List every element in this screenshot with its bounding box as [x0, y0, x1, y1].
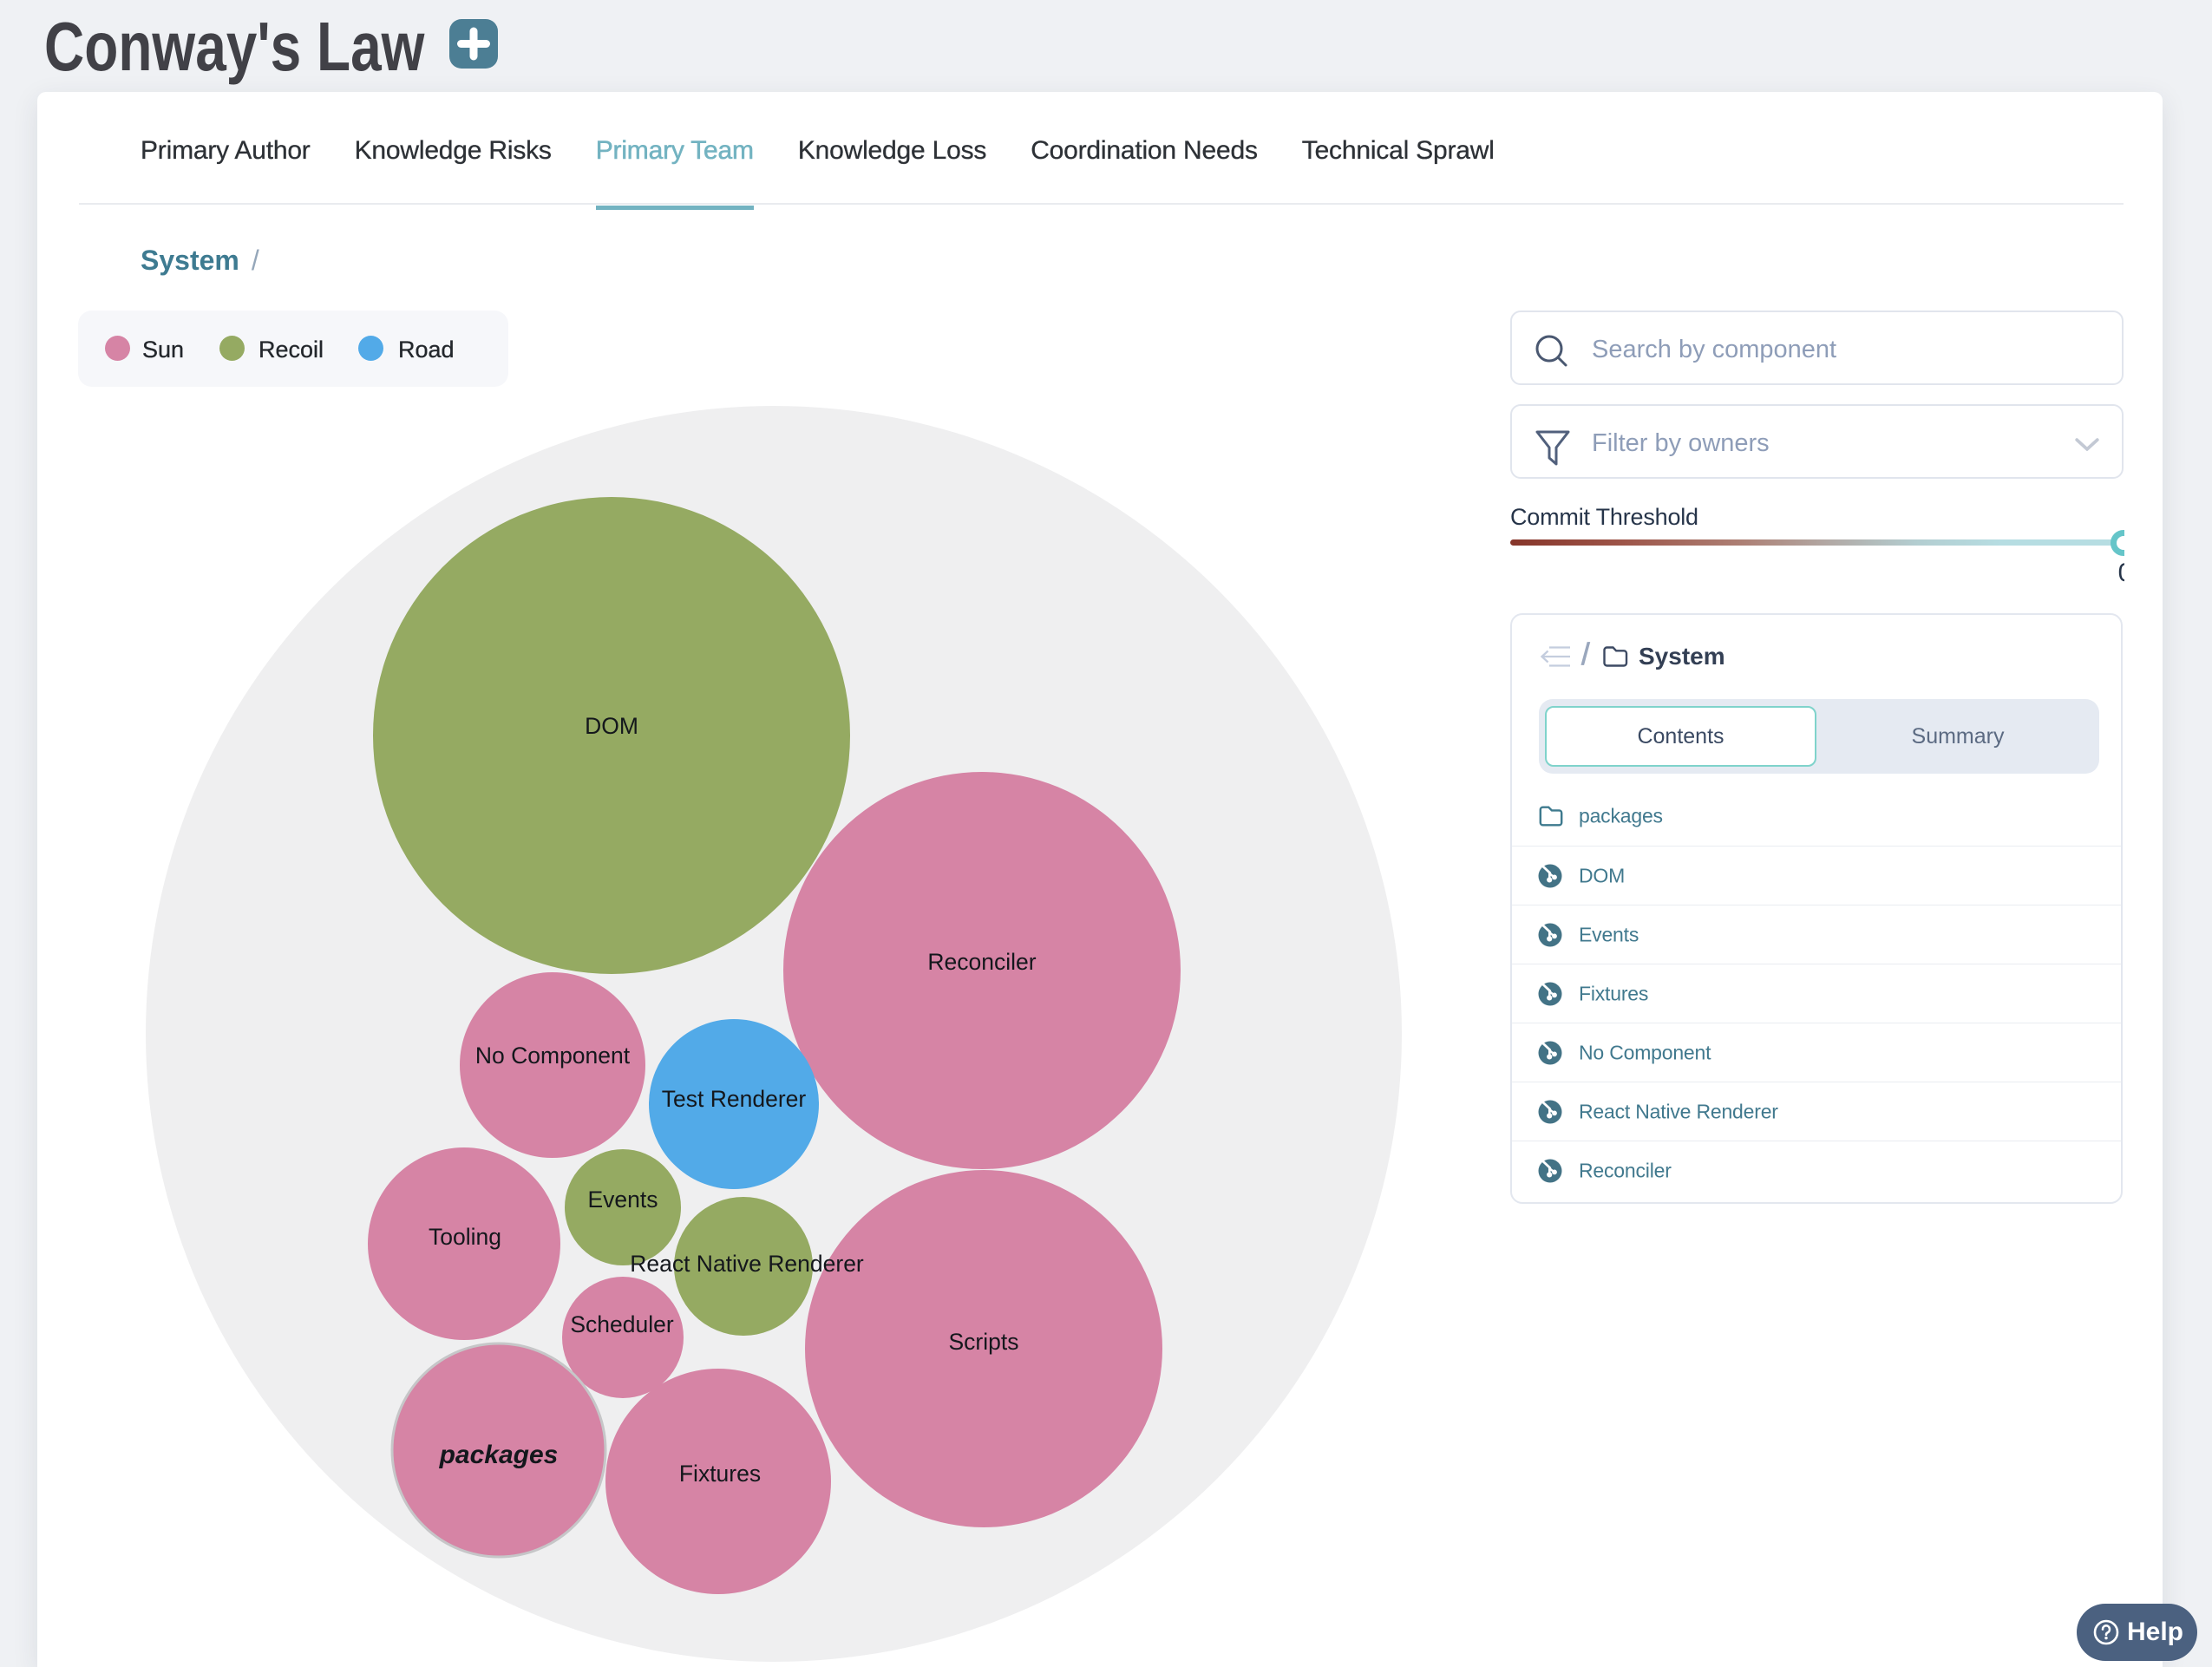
svg-text:packages: packages: [439, 1441, 559, 1469]
svg-text:DOM: DOM: [585, 713, 638, 739]
svg-text:Fixtures: Fixtures: [679, 1461, 761, 1487]
svg-text:Test Renderer: Test Renderer: [662, 1086, 807, 1112]
svg-text:Tooling: Tooling: [429, 1224, 501, 1250]
svg-text:No Component: No Component: [475, 1043, 631, 1069]
svg-text:Scripts: Scripts: [949, 1329, 1019, 1355]
svg-text:Reconciler: Reconciler: [927, 949, 1036, 975]
svg-text:React Native Renderer: React Native Renderer: [630, 1251, 864, 1277]
svg-text:Scheduler: Scheduler: [570, 1311, 674, 1337]
svg-text:Events: Events: [587, 1187, 658, 1213]
